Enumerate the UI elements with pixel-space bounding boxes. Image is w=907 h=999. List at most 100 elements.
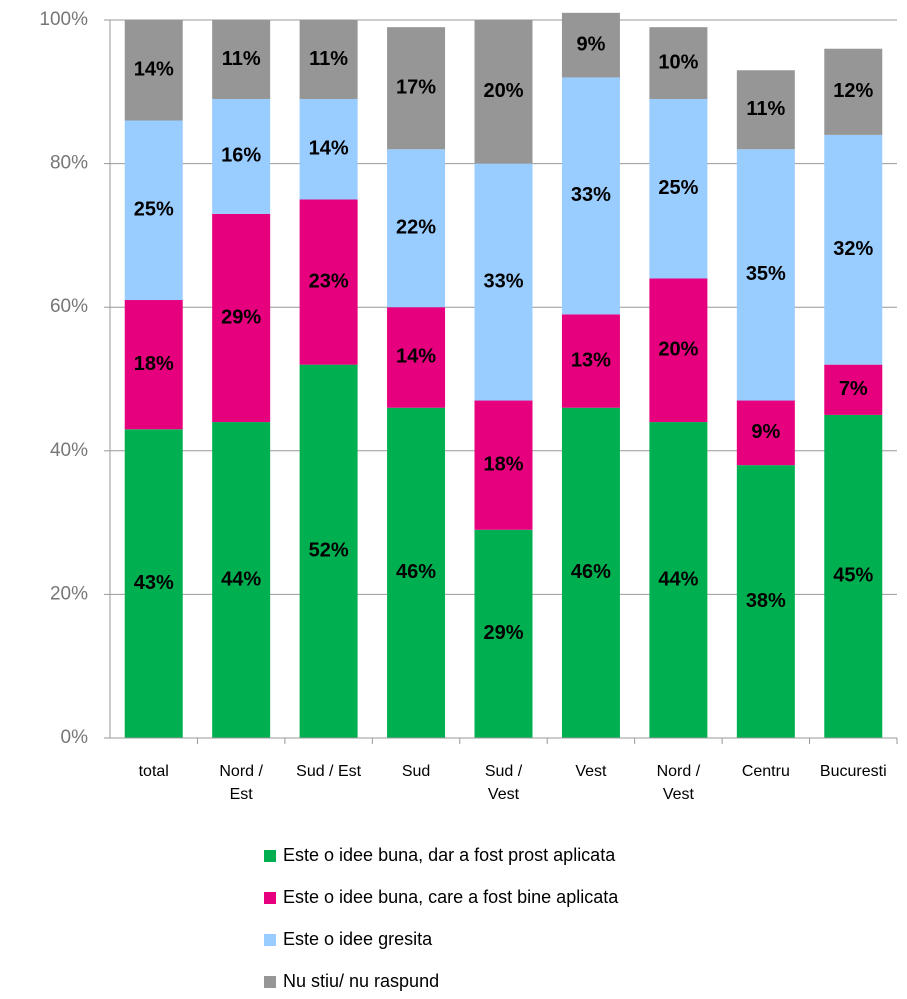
- bar-segment: [824, 48, 883, 135]
- x-tick-label: Sud / Est: [296, 763, 361, 780]
- bar-segment: [561, 77, 620, 315]
- value-label: 29%: [221, 306, 261, 328]
- bar-segment: [561, 407, 620, 738]
- bar-segment: [387, 407, 446, 738]
- bar-segment: [824, 364, 883, 415]
- bar-segment: [474, 163, 533, 401]
- bar-segment: [212, 98, 271, 214]
- value-label: 33%: [571, 184, 611, 206]
- value-label: 17%: [396, 76, 436, 98]
- value-label: 12%: [833, 80, 873, 102]
- bar-segment: [124, 300, 183, 430]
- value-label: 14%: [134, 59, 174, 81]
- value-label: 43%: [134, 572, 174, 594]
- value-label: 44%: [221, 568, 261, 590]
- value-label: 18%: [483, 453, 523, 475]
- bar-segment: [824, 414, 883, 738]
- x-tick-label: Centru: [742, 763, 790, 780]
- y-tick-label: 60%: [50, 296, 88, 317]
- bar-segment: [212, 213, 271, 423]
- y-tick-label: 0%: [61, 727, 89, 748]
- y-tick-label: 20%: [50, 583, 88, 604]
- bar-segment: [474, 400, 533, 530]
- bar-segment: [474, 20, 533, 164]
- value-label: 11%: [309, 48, 348, 70]
- bar-segment: [736, 465, 795, 738]
- bar-segment: [736, 70, 795, 150]
- value-label: 22%: [396, 217, 436, 239]
- x-tick-label-line: Nord /: [219, 763, 263, 780]
- y-tick-label: 40%: [50, 440, 88, 461]
- legend-swatch: [264, 850, 276, 862]
- y-tick-label: 100%: [39, 9, 88, 30]
- legend-swatch: [264, 892, 276, 904]
- bar-segment: [736, 400, 795, 466]
- bar-segment: [649, 98, 708, 279]
- bar-segment: [299, 98, 358, 200]
- legend-label: Este o idee buna, care a fost bine aplic…: [283, 887, 619, 907]
- x-tick-label: total: [139, 763, 169, 780]
- bar-segment: [649, 422, 708, 738]
- y-tick-label: 80%: [50, 153, 88, 174]
- bar-segment: [124, 429, 183, 738]
- x-tick-label: Nord / Est: [219, 763, 263, 803]
- value-label: 25%: [658, 177, 698, 199]
- value-label: 23%: [309, 270, 349, 292]
- bar-segment: [299, 199, 358, 365]
- bar-segment: [299, 364, 358, 738]
- value-label: 16%: [221, 145, 261, 167]
- value-label: 13%: [571, 349, 611, 371]
- bar-segment: [212, 422, 271, 738]
- value-label: 20%: [658, 339, 698, 361]
- bar-segment: [124, 20, 183, 121]
- bar-segment: [561, 12, 620, 78]
- bar-segment: [124, 120, 183, 301]
- value-label: 45%: [833, 565, 873, 587]
- x-tick-label-line: Vest: [663, 786, 695, 803]
- value-label: 20%: [483, 80, 523, 102]
- legend-label: Nu stiu/ nu raspund: [283, 971, 439, 991]
- x-tick-label: Sud / Vest: [485, 763, 523, 803]
- bar-segment: [299, 20, 358, 99]
- x-tick-label: Vest: [575, 763, 607, 780]
- value-label: 32%: [833, 238, 873, 260]
- bar-segment: [736, 149, 795, 401]
- value-label: 18%: [134, 353, 174, 375]
- x-tick-label: Sud: [402, 763, 430, 780]
- x-tick-label-line: Sud /: [485, 763, 523, 780]
- legend-label: Este o idee gresita: [283, 929, 433, 949]
- value-label: 11%: [222, 48, 261, 70]
- bar-segment: [649, 278, 708, 423]
- bar-segment: [474, 529, 533, 738]
- value-label: 46%: [571, 561, 611, 583]
- value-label: 35%: [746, 263, 786, 285]
- bar-segment: [387, 27, 446, 150]
- value-label: 11%: [746, 98, 785, 120]
- value-label: 46%: [396, 561, 436, 583]
- bar-segment: [561, 314, 620, 408]
- x-tick-label-line: Vest: [488, 786, 520, 803]
- bar-segment: [649, 27, 708, 99]
- value-label: 52%: [309, 540, 349, 562]
- legend-swatch: [264, 934, 276, 946]
- value-label: 9%: [576, 33, 605, 55]
- bar-segment: [212, 20, 271, 99]
- value-label: 14%: [309, 138, 349, 160]
- x-tick-label-line: Est: [230, 786, 254, 803]
- value-label: 14%: [396, 346, 436, 368]
- value-label: 44%: [658, 568, 698, 590]
- bar-segment: [387, 149, 446, 308]
- value-label: 9%: [751, 421, 780, 443]
- legend-label: Este o idee buna, dar a fost prost aplic…: [283, 845, 616, 865]
- x-tick-label: Nord / Vest: [657, 763, 701, 803]
- value-label: 38%: [746, 590, 786, 612]
- x-tick-label: Bucuresti: [820, 763, 887, 780]
- legend-swatch: [264, 976, 276, 988]
- bar-segment: [824, 134, 883, 365]
- value-label: 7%: [839, 378, 868, 400]
- value-label: 10%: [658, 51, 698, 73]
- x-tick-label-line: Nord /: [657, 763, 701, 780]
- value-label: 29%: [483, 622, 523, 644]
- value-label: 33%: [483, 270, 523, 292]
